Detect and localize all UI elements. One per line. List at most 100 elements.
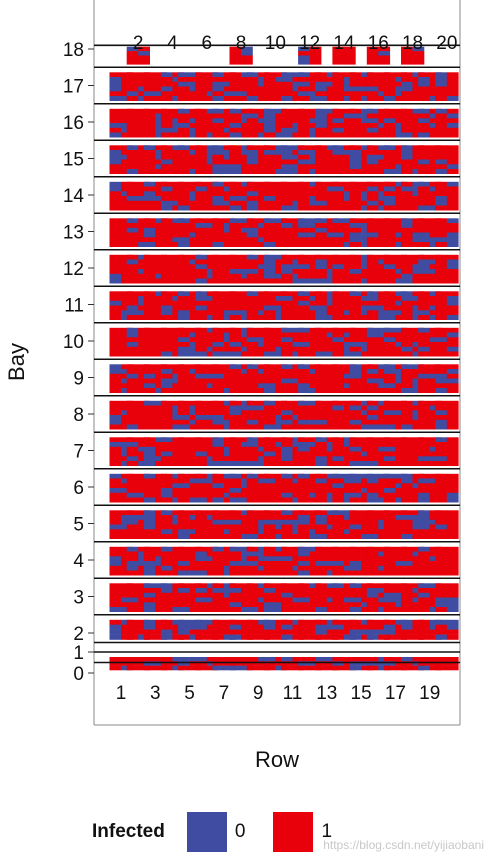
heatmap-cell <box>246 145 259 151</box>
heatmap-cell <box>126 169 139 174</box>
heatmap-cell <box>160 619 173 625</box>
heatmap-cell <box>126 300 139 306</box>
heatmap-cell <box>315 196 328 201</box>
heatmap-cell <box>126 310 139 316</box>
heatmap-cell <box>418 327 430 333</box>
heatmap-cell <box>281 364 293 370</box>
heatmap-cell <box>366 254 379 260</box>
heatmap-cell <box>435 342 448 347</box>
heatmap-cell <box>383 86 396 92</box>
heatmap-cell <box>298 446 310 452</box>
heatmap-cell <box>332 342 345 347</box>
heatmap-cell <box>229 227 242 233</box>
heatmap-cell <box>446 264 459 270</box>
heatmap-cell <box>263 524 276 530</box>
heatmap-cell <box>109 186 122 192</box>
heatmap-cell <box>435 123 448 128</box>
heatmap-cell <box>246 437 259 443</box>
heatmap-cell <box>263 242 276 247</box>
heatmap-cell <box>160 223 173 228</box>
heatmap-cell <box>446 515 459 520</box>
heatmap-cell <box>160 437 173 443</box>
heatmap-cell <box>446 150 459 155</box>
heatmap-cell <box>229 346 242 352</box>
heatmap-cell <box>263 81 276 87</box>
heatmap-cell <box>195 218 208 224</box>
heatmap-cell <box>435 488 448 493</box>
heatmap-cell <box>195 327 208 333</box>
heatmap-cell <box>160 291 173 297</box>
heatmap-cell <box>143 602 156 608</box>
heatmap-cell <box>298 602 310 608</box>
heatmap-cell <box>212 154 225 160</box>
legend: Infected 0 1 <box>92 808 360 856</box>
heatmap-cell <box>143 583 156 589</box>
heatmap-cell <box>109 624 122 630</box>
heatmap-cell <box>263 205 276 211</box>
heatmap-cell <box>418 546 430 552</box>
heatmap-cell <box>212 473 225 479</box>
heatmap-cell <box>446 200 459 206</box>
heatmap-cell <box>366 657 379 662</box>
heatmap-cell <box>143 342 156 347</box>
heatmap-cell <box>383 154 396 160</box>
heatmap-cell <box>418 419 430 425</box>
heatmap-cell <box>109 273 122 279</box>
heatmap-cell <box>143 218 156 224</box>
heatmap-cell <box>178 456 190 462</box>
heatmap-cell <box>143 369 156 374</box>
heatmap-cell <box>195 383 208 389</box>
heatmap-cell <box>315 123 328 128</box>
heatmap-cell <box>160 132 173 138</box>
heatmap-cell <box>315 351 328 357</box>
heatmap-cell <box>446 159 459 165</box>
heatmap-cell <box>298 315 310 320</box>
heatmap-cell <box>195 510 208 516</box>
heatmap-cell <box>315 305 328 311</box>
heatmap-cell <box>435 400 448 406</box>
heatmap-cell <box>109 456 122 462</box>
heatmap-cell <box>160 81 173 87</box>
heatmap-cell <box>281 227 293 233</box>
heatmap-cell <box>229 91 242 97</box>
heatmap-cell <box>212 551 225 557</box>
heatmap-cell <box>315 132 328 138</box>
heatmap-cell <box>246 118 259 124</box>
heatmap-cell <box>315 405 328 411</box>
heatmap-cell <box>109 415 122 420</box>
heatmap-cell <box>160 278 173 284</box>
heatmap-cell <box>160 227 173 233</box>
heatmap-cell <box>263 259 276 265</box>
heatmap-cell <box>332 77 345 82</box>
heatmap-cell <box>349 181 362 187</box>
heatmap-cell <box>143 223 156 228</box>
heatmap-cell <box>246 592 259 598</box>
heatmap-cell <box>263 72 276 78</box>
x-tick-label-bottom: 11 <box>283 683 303 704</box>
heatmap-cell <box>349 583 362 589</box>
heatmap-cell <box>212 223 225 228</box>
heatmap-cell <box>418 232 430 238</box>
heatmap-cell <box>383 123 396 128</box>
heatmap-cell <box>435 186 448 192</box>
heatmap-cell <box>298 254 310 260</box>
heatmap-cell <box>263 478 276 484</box>
heatmap-cell <box>143 72 156 78</box>
heatmap-cell <box>383 410 396 416</box>
heatmap-cell <box>366 337 379 343</box>
heatmap-cell <box>212 657 225 662</box>
heatmap-cell <box>383 607 396 612</box>
heatmap-cell <box>195 169 208 174</box>
heatmap-cell <box>435 437 448 443</box>
heatmap-cell <box>332 624 345 630</box>
heatmap-cell <box>315 108 328 114</box>
heatmap-cell <box>435 657 448 662</box>
heatmap-cell <box>446 327 459 333</box>
heatmap-cell <box>349 607 362 612</box>
heatmap-cell <box>401 529 413 535</box>
heatmap-cell <box>195 200 208 206</box>
heatmap-cell <box>195 181 208 187</box>
heatmap-cell <box>435 383 448 389</box>
heatmap-cell <box>401 186 413 192</box>
heatmap-cell <box>349 218 362 224</box>
